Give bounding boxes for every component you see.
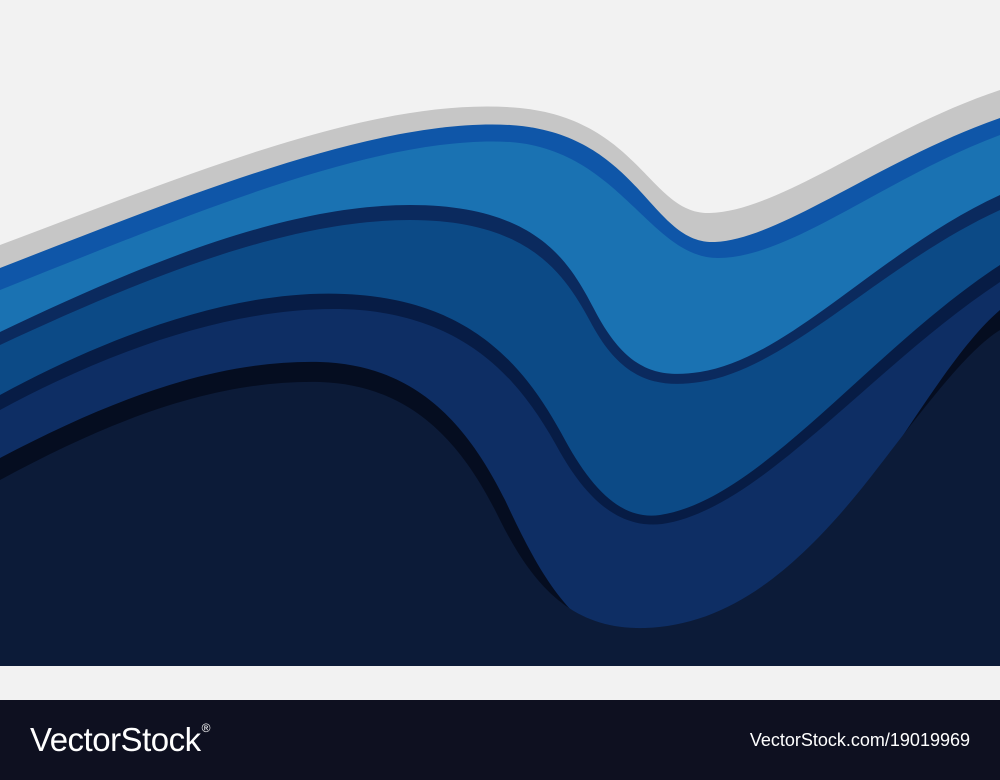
registered-mark: ® — [201, 721, 211, 735]
image-id-text: VectorStock.com/19019969 — [749, 729, 970, 750]
artwork-bottom-margin — [0, 666, 1000, 700]
watermark-footer: VectorStock ® VectorStock.com/19019969 — [0, 700, 1000, 780]
wave-artwork — [0, 0, 1000, 700]
vectorstock-logo: VectorStock ® — [30, 720, 210, 760]
logo-text: VectorStock — [30, 721, 201, 758]
wave-navy — [0, 330, 1000, 666]
